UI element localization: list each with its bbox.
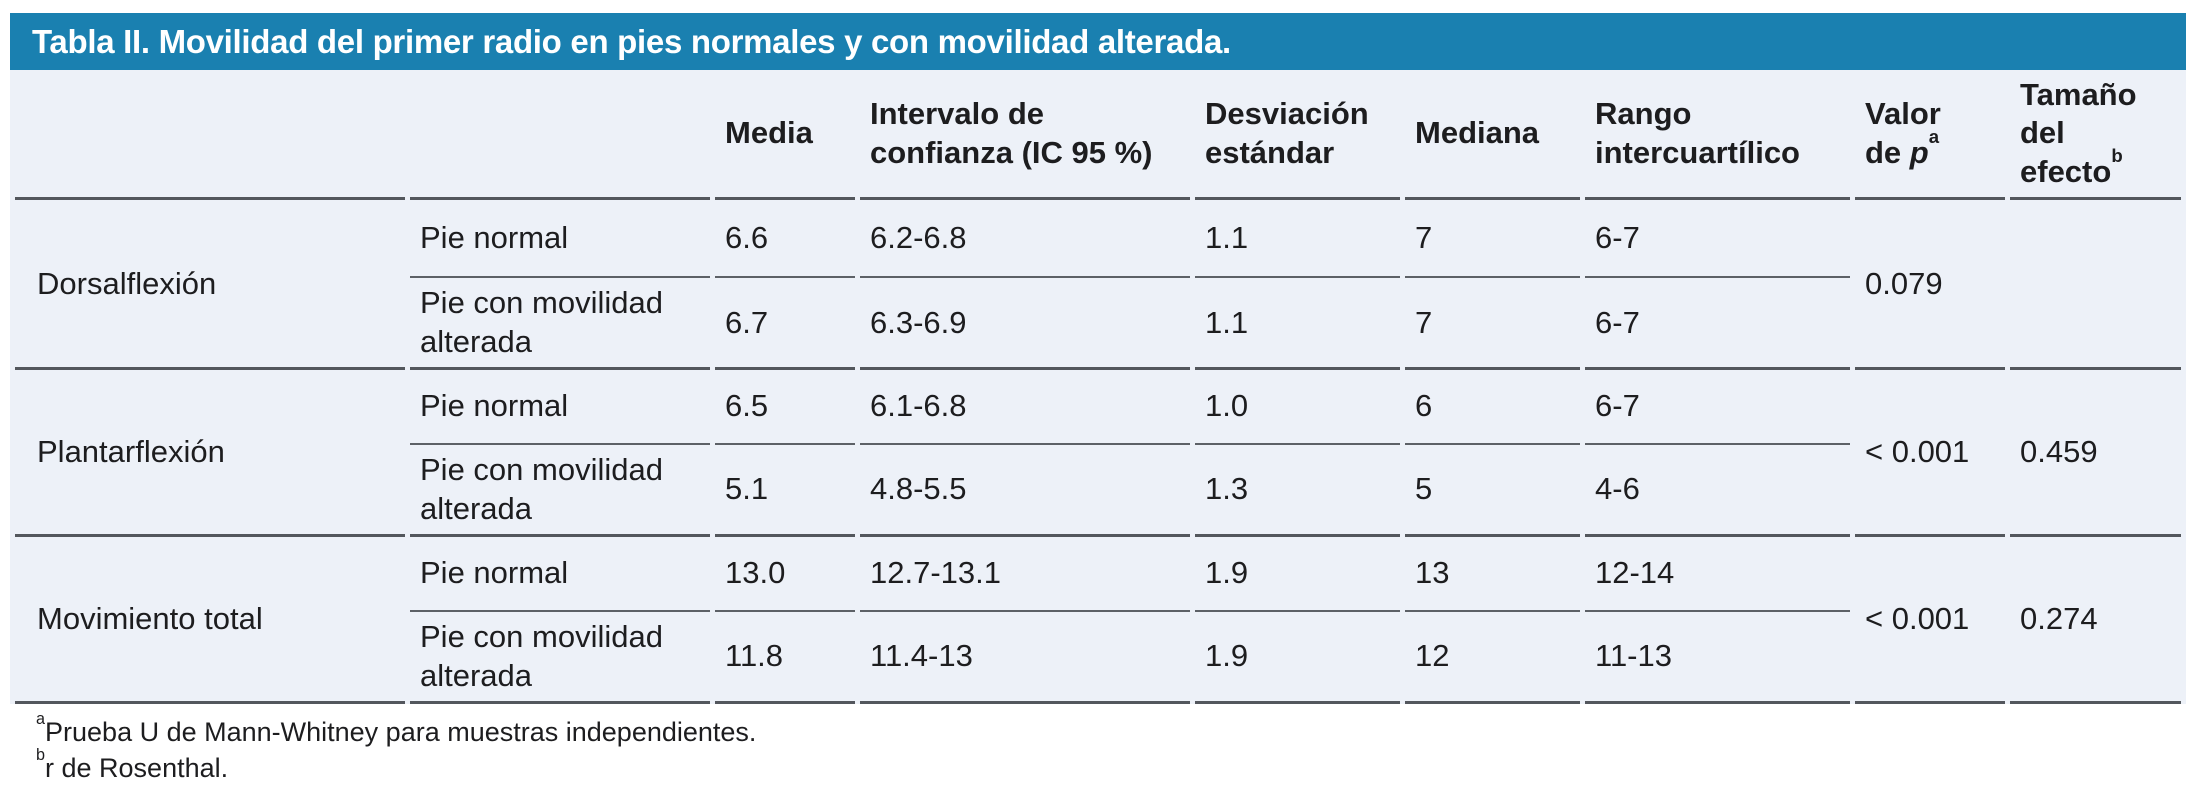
footnotes: aPrueba U de Mann-Whitney para muestras …	[10, 704, 2186, 786]
col-header-foot-type-empty	[410, 70, 710, 201]
cell-confidence-interval: 6.2-6.8	[860, 200, 1190, 279]
cell-foot-type: Pie con movilidad alterada	[410, 612, 710, 704]
table-title: Tabla II. Movilidad del primer radio en …	[32, 22, 1231, 60]
cell-effect-size	[2010, 200, 2181, 367]
cell-media: 13.0	[715, 534, 855, 613]
table-row: Pie con movilidad alterada 11.8 11.4-13 …	[15, 612, 2181, 704]
stats-table: Media Intervalo de confianza (IC 95 %) De…	[10, 70, 2186, 704]
header-row: Media Intervalo de confianza (IC 95 %) De…	[15, 70, 2181, 201]
cell-interquartile-range: 6-7	[1595, 304, 1640, 340]
col-header-effect-size: Tamaño del efectob	[2010, 70, 2181, 201]
table-title-bar: Tabla II. Movilidad del primer radio en …	[10, 13, 2186, 70]
cell-confidence-interval: 12.7-13.1	[860, 534, 1190, 613]
col-header-confidence-interval: Intervalo de confianza (IC 95 %)	[860, 70, 1190, 201]
cell-mediana: 7	[1405, 200, 1580, 279]
cell-standard-deviation: 1.1	[1195, 200, 1400, 279]
cell-confidence-interval: 6.3-6.9	[870, 304, 967, 340]
col-header-mediana: Mediana	[1405, 70, 1580, 201]
col-header-interquartile-range: Rango intercuartílico	[1585, 70, 1850, 201]
cell-interquartile-range: 12-14	[1585, 534, 1850, 613]
col-header-p-value: Valor de pa	[1855, 70, 2005, 201]
cell-standard-deviation: 1.3	[1205, 471, 1249, 507]
cell-foot-type: Pie con movilidad alterada	[420, 452, 663, 526]
cell-p-value: < 0.001	[1855, 534, 2005, 704]
cell-media: 5.1	[725, 471, 769, 507]
cell-mediana: 12	[1405, 612, 1580, 704]
cell-interquartile-range: 4-6	[1595, 471, 1640, 507]
row-group-label-plantarflexion: Plantarflexión	[15, 367, 405, 534]
cell-confidence-interval: 4.8-5.5	[870, 471, 967, 507]
cell-confidence-interval: 6.1-6.8	[860, 367, 1190, 446]
cell-interquartile-range: 11-13	[1585, 612, 1850, 704]
cell-p-value: < 0.001	[1855, 367, 2005, 534]
cell-standard-deviation: 1.9	[1195, 534, 1400, 613]
row-group-label-movimiento-total: Movimiento total	[15, 534, 405, 704]
cell-media: 6.5	[715, 367, 855, 446]
row-group-label-dorsalflexion: Dorsalflexión	[37, 265, 217, 301]
cell-foot-type: Pie normal	[410, 534, 710, 613]
footnote-a: aPrueba U de Mann-Whitney para muestras …	[36, 710, 757, 747]
col-header-standard-deviation: Desviación estándar	[1195, 70, 1400, 201]
cell-media: 6.7	[725, 304, 769, 340]
cell-effect-size: 0.459	[2010, 367, 2181, 534]
cell-p-value: 0.079	[1865, 265, 1943, 301]
cell-standard-deviation: 1.0	[1195, 367, 1400, 446]
cell-media: 6.6	[715, 200, 855, 279]
cell-standard-deviation: 1.1	[1205, 304, 1249, 340]
cell-media: 11.8	[715, 612, 855, 704]
col-header-movement-empty	[15, 70, 405, 201]
table-row: Pie con movilidad alterada 5.1 4.8-5.5 1…	[15, 445, 2181, 534]
col-header-media: Media	[715, 70, 855, 201]
table-row: Dorsalflexión Pie normal 6.6 6.2-6.8 1.1…	[15, 200, 2181, 300]
cell-mediana: 5	[1415, 471, 1433, 507]
cell-interquartile-range: 6-7	[1585, 200, 1850, 279]
cell-confidence-interval: 11.4-13	[860, 612, 1190, 704]
table-row: Movimiento total Pie normal 13.0 12.7-13…	[15, 534, 2181, 704]
cell-effect-size: 0.274	[2010, 534, 2181, 704]
table-row: Plantarflexión Pie normal 6.5 6.1-6.8 1.…	[15, 367, 2181, 469]
cell-interquartile-range: 6-7	[1585, 367, 1850, 446]
cell-foot-type: Pie normal	[410, 200, 710, 279]
cell-foot-type: Pie normal	[410, 367, 710, 446]
table-row: Pie con movilidad alterada 6.7 6.3-6.9 1…	[15, 278, 2181, 367]
cell-standard-deviation: 1.9	[1195, 612, 1400, 704]
cell-mediana: 13	[1405, 534, 1580, 613]
cell-foot-type: Pie con movilidad alterada	[420, 285, 663, 359]
cell-mediana: 7	[1415, 304, 1433, 340]
cell-mediana: 6	[1405, 367, 1580, 446]
footnote-b: br de Rosenthal.	[36, 746, 229, 783]
